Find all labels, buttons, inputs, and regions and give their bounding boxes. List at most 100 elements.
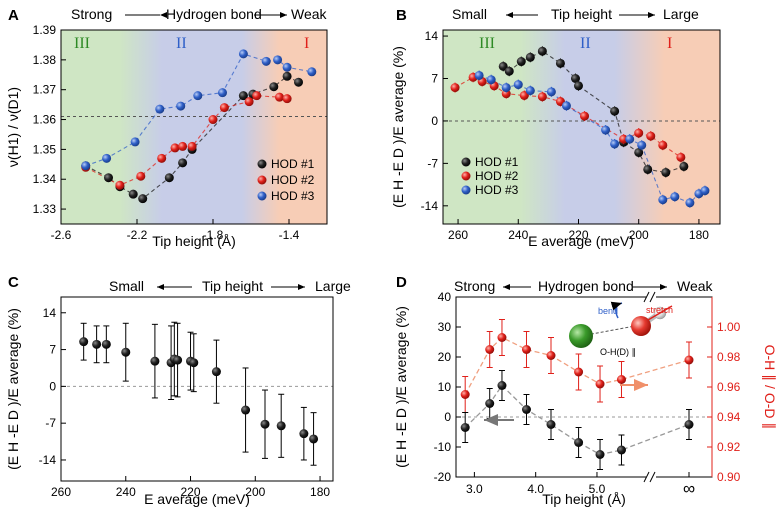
panel-c-point — [92, 339, 102, 349]
panel-a-line-hod3 — [85, 53, 312, 167]
panel-d-ytick-right-label: 0.92 — [717, 440, 741, 454]
panel-d-xtick-label: 3.0 — [466, 482, 483, 496]
panel-b-xtick-label: 200 — [629, 228, 649, 242]
panel-b-plot: 260 240 220 200 180 14 7 0 -7 -14 — [421, 29, 720, 242]
inset-bond-label: O-H(D) ∥ — [600, 347, 636, 357]
panel-d-scale-left: Strong — [454, 278, 495, 294]
panel-a-scale-left: Strong — [71, 6, 112, 22]
panel-b-xlabel: E average (meV) — [528, 233, 634, 249]
panel-d-ytick-left-label: 20 — [438, 350, 452, 364]
panel-b-point-hod3 — [601, 125, 611, 135]
panel-a-ylabel: ν(H1) / ν(D1) — [5, 87, 21, 167]
panel-b-background — [443, 30, 720, 224]
panel-b-xtick-label: 260 — [448, 228, 468, 242]
panel-b-point-hod3 — [610, 139, 620, 149]
panel-a-top-scale: Strong Hydrogen bond Weak — [71, 6, 328, 22]
panel-a-point-hod2 — [136, 171, 146, 181]
legend-b-label-hod1: HOD #1 — [475, 155, 519, 169]
panel-c-xlabel: E average (meV) — [144, 491, 250, 507]
panel-a-point-hod2 — [219, 103, 229, 113]
panel-b-scale-right: Large — [663, 6, 699, 22]
legend-b-marker-hod3 — [461, 185, 471, 195]
panel-b-point-hod1 — [570, 74, 580, 83]
panel-c-point — [189, 358, 199, 368]
panel-b-point-hod2 — [676, 152, 686, 162]
panel-a-ytick-label: 1.38 — [33, 53, 57, 67]
panel-a-frame — [60, 29, 328, 225]
panel-c-ytick-label: 0 — [49, 379, 56, 393]
legend-marker-hod3 — [257, 191, 267, 201]
panel-d-ytick-right-label: 0.98 — [717, 350, 741, 364]
panel-d-right-point — [521, 345, 531, 354]
panel-c-scale-middle: Tip height — [202, 278, 263, 294]
panel-a-point-hod3 — [130, 137, 140, 147]
panel-b-point-hod1 — [634, 147, 644, 157]
panel-a-point-hod2 — [115, 180, 125, 190]
panel-b: B Small Tip height Large III II I 260 240… — [390, 6, 721, 249]
panel-b-scale-middle: Tip height — [551, 6, 612, 22]
panel-b-ylabel: (E H -E D )/E average (%) — [390, 46, 406, 208]
panel-c: C Small Tip height Large 260 240 220 200 180… — [5, 274, 351, 507]
panel-a-background — [61, 30, 327, 224]
panel-a-legend: HOD #1 HOD #2 HOD #3 — [257, 157, 315, 203]
legend-label-hod1: HOD #1 — [271, 157, 315, 171]
panel-c-point — [299, 429, 309, 439]
panel-b-xtick-label: 220 — [568, 228, 588, 242]
panel-d-right-point — [546, 351, 556, 360]
panel-b-point-hod3 — [546, 87, 556, 97]
panel-a-point-hod3 — [282, 62, 292, 72]
panel-a-point-hod3 — [155, 104, 165, 114]
panel-a-point-hod2 — [275, 92, 284, 102]
panel-a-point-hod2 — [170, 143, 180, 153]
inset-bend-label: bend — [598, 306, 618, 316]
panel-a-point-hod1 — [178, 158, 188, 168]
panel-d-ytick-left-label: -20 — [434, 470, 452, 484]
panel-b-point-hod1 — [537, 46, 547, 56]
panel-b-point-hod3 — [700, 186, 710, 196]
panel-d-left-point — [497, 381, 507, 390]
legend-marker-hod1 — [257, 159, 267, 169]
panel-b-point-hod1 — [661, 167, 671, 177]
panel-b-point-hod1 — [525, 52, 535, 62]
inset-molecule: bend stretch O-H(D) ∥ — [569, 301, 673, 357]
panel-label-a: A — [8, 7, 19, 24]
panel-b-point-hod1 — [516, 57, 526, 67]
panel-b-point-hod3 — [670, 192, 680, 202]
panel-a-point-hod1 — [104, 173, 113, 183]
panel-b-point-hod1 — [610, 106, 620, 116]
legend-b-marker-hod1 — [461, 157, 471, 167]
panel-a-point-hod1 — [269, 82, 279, 92]
panel-d-ytick-right-label: 0.96 — [717, 380, 741, 394]
panel-c-xtick-label: 200 — [245, 485, 265, 499]
panel-c-point — [309, 434, 319, 444]
inset-oxygen-atom — [631, 316, 651, 336]
panel-d-xlabel: Tip height (Å) — [542, 491, 626, 507]
panel-c-ytick-label: -7 — [45, 416, 56, 430]
panel-c-top-scale: Small Tip height Large — [109, 278, 351, 294]
panel-b-frame — [442, 29, 721, 225]
panel-b-xtick-label: 180 — [689, 228, 709, 242]
inset-bond-line — [580, 325, 636, 337]
panel-a-xtick-label: -2.2 — [127, 228, 148, 242]
panel-c-xtick-label: 260 — [51, 485, 71, 499]
panel-c-point — [79, 337, 89, 347]
panel-a-point-hod2 — [208, 115, 218, 125]
panel-a-point-hod3 — [193, 91, 203, 101]
panel-d-ytick-left-label: 0 — [444, 410, 451, 424]
panel-a-point-hod2 — [244, 97, 254, 107]
panel-c-scale-left: Small — [109, 278, 144, 294]
panel-c-point — [241, 405, 251, 415]
panel-d-xtick-label: 4.0 — [527, 482, 544, 496]
panel-b-point-hod3 — [513, 80, 523, 90]
panel-b-point-hod3 — [486, 75, 496, 85]
panel-a-point-hod1 — [294, 77, 303, 87]
panel-b-point-hod1 — [555, 58, 565, 68]
panel-b-ytick-label: 7 — [431, 72, 438, 86]
panel-b-point-hod3 — [637, 140, 647, 150]
panel-b-ytick-label: -14 — [421, 199, 439, 213]
panel-a-point-hod3 — [261, 56, 271, 66]
panel-label-b: B — [396, 7, 407, 24]
panel-b-region-2: II — [580, 35, 591, 52]
axis-break-bottom — [643, 471, 656, 483]
panel-c-point — [150, 356, 160, 366]
